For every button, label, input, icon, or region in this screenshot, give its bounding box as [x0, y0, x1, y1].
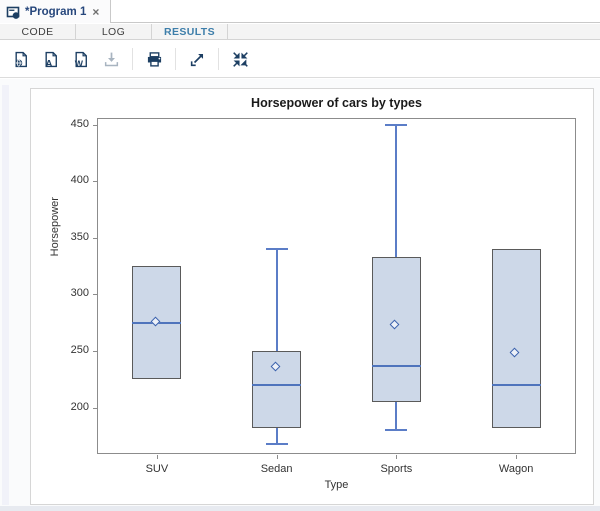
x-tick-mark [276, 455, 278, 459]
x-tick-label: Sedan [260, 463, 293, 475]
box-sedan [252, 351, 302, 428]
document-tabbar: *Program 1 × [0, 0, 600, 23]
boxplot-chart: Horsepower of cars by types Horsepower T… [31, 89, 593, 504]
svg-text:W: W [74, 58, 83, 68]
x-tick-mark [156, 455, 158, 459]
print-icon[interactable] [145, 50, 163, 68]
close-icon[interactable]: × [92, 4, 100, 19]
toolbar-separator [218, 48, 219, 70]
download-icon [102, 50, 120, 68]
median-line [252, 383, 302, 386]
scrollbar-strip[interactable] [2, 85, 9, 505]
y-tick-mark [93, 294, 97, 296]
y-tick-label: 450 [70, 117, 89, 130]
lower-whisker [395, 401, 398, 431]
view-tabs: CODE LOG RESULTS [0, 24, 600, 40]
y-axis-title: Horsepower [49, 197, 61, 257]
median-line [371, 364, 421, 367]
upper-whisker [275, 249, 278, 352]
x-tick-label: SUV [145, 463, 169, 475]
results-word-icon[interactable]: W [72, 50, 90, 68]
box-sports [371, 257, 421, 402]
toolbar-separator [175, 48, 176, 70]
x-axis-title: Type [324, 479, 349, 491]
x-tick-mark [396, 455, 398, 459]
lower-whisker-cap [265, 442, 288, 445]
y-tick-label: 250 [70, 344, 89, 357]
x-tick-label: Wagon [498, 463, 534, 475]
upper-whisker [395, 124, 398, 258]
program-tab-title: *Program 1 [25, 5, 87, 18]
y-tick-mark [93, 181, 97, 183]
program-icon [6, 5, 20, 19]
chart-title: Horsepower of cars by types [251, 96, 422, 110]
tab-log[interactable]: LOG [76, 24, 152, 39]
results-panel: Horsepower of cars by types Horsepower T… [30, 88, 594, 505]
upper-whisker-cap [265, 248, 288, 251]
results-area: Horsepower of cars by types Horsepower T… [0, 79, 600, 511]
results-html-icon[interactable] [12, 50, 30, 68]
y-tick-label: 400 [70, 174, 89, 187]
tab-code[interactable]: CODE [0, 24, 76, 39]
program-tab[interactable]: *Program 1 × [0, 0, 112, 23]
y-tick-mark [93, 237, 97, 239]
y-tick-mark [93, 124, 97, 126]
x-tick-label: Sports [380, 463, 413, 475]
upper-whisker-cap [385, 123, 408, 126]
bottom-scroll-strip[interactable] [0, 506, 600, 511]
toolbar-separator [132, 48, 133, 70]
y-tick-label: 300 [70, 287, 89, 300]
y-tick-mark [93, 407, 97, 409]
lower-whisker-cap [385, 429, 408, 432]
maximize-view-icon[interactable] [231, 50, 249, 68]
tab-results[interactable]: RESULTS [152, 24, 228, 39]
median-line [491, 383, 541, 386]
lower-whisker [275, 427, 278, 444]
y-tick-label: 200 [70, 400, 89, 413]
y-tick-label: 350 [70, 230, 89, 243]
box-wagon [491, 249, 541, 428]
results-pdf-icon[interactable]: A [42, 50, 60, 68]
y-tick-mark [93, 351, 97, 353]
x-tick-mark [516, 455, 518, 459]
open-new-window-icon[interactable] [188, 50, 206, 68]
svg-text:A: A [45, 58, 52, 68]
